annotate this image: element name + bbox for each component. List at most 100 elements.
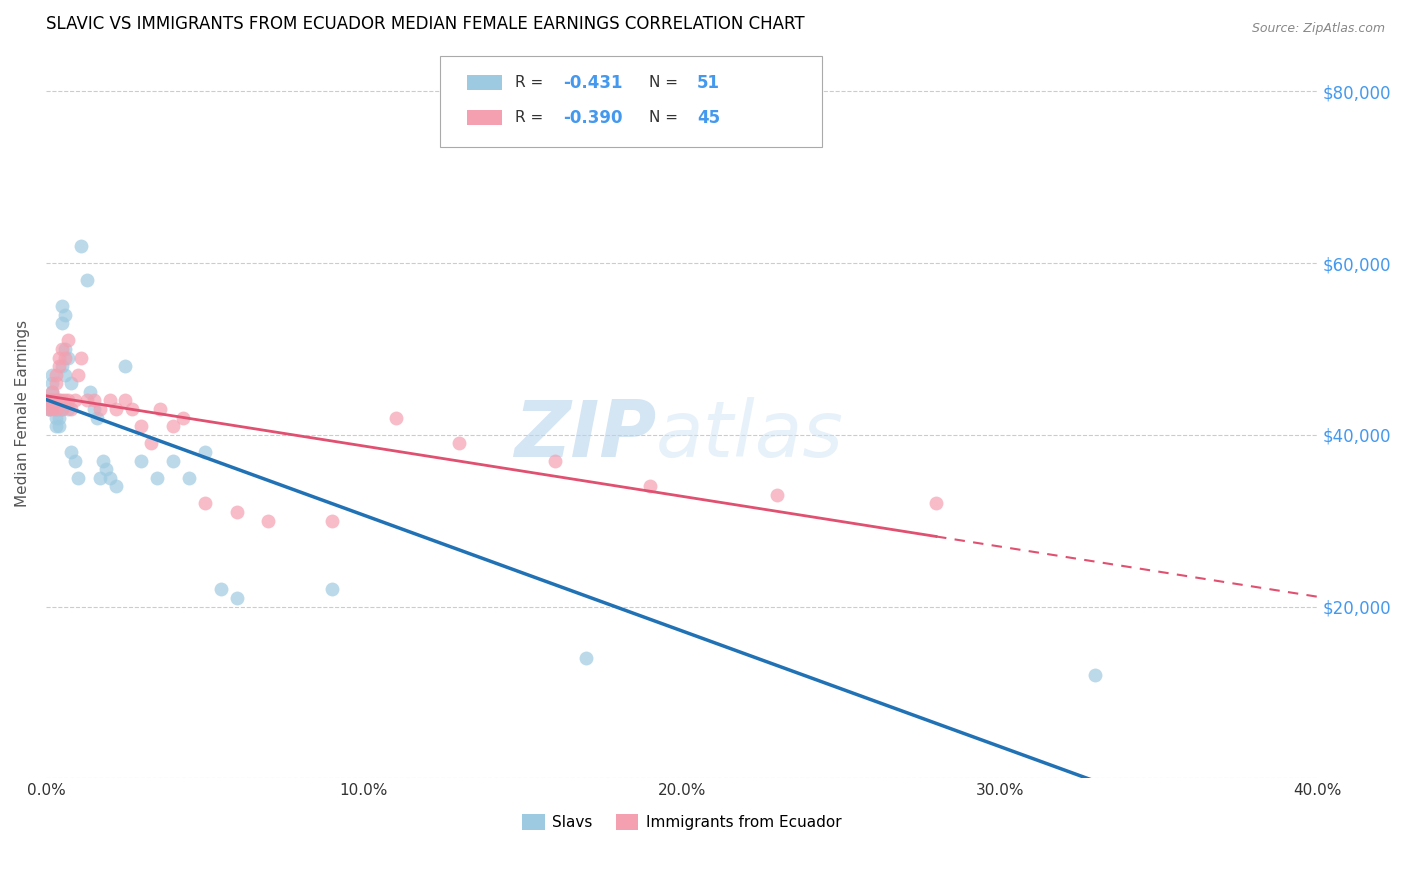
Point	[44, 368, 66, 382]
Point	[209, 582, 232, 597]
Point	[575, 651, 598, 665]
Y-axis label: Median Female Earnings: Median Female Earnings	[15, 319, 30, 507]
Point	[449, 436, 471, 450]
Point	[44, 419, 66, 434]
Point	[60, 376, 83, 391]
Point	[60, 445, 83, 459]
Point	[44, 376, 66, 391]
Point	[104, 402, 127, 417]
Point	[925, 496, 948, 510]
Point	[131, 453, 153, 467]
Point	[41, 384, 63, 399]
Point	[194, 496, 217, 510]
Bar	[467, 76, 502, 90]
Text: N =: N =	[648, 75, 682, 90]
Point	[79, 384, 101, 399]
Point	[98, 471, 121, 485]
Point	[162, 419, 184, 434]
Point	[91, 453, 114, 467]
Point	[44, 393, 66, 408]
Text: R =: R =	[515, 75, 548, 90]
Point	[104, 479, 127, 493]
Point	[162, 453, 184, 467]
Point	[41, 393, 63, 408]
Point	[98, 393, 121, 408]
Point	[638, 479, 661, 493]
Point	[41, 376, 63, 391]
Point	[177, 471, 200, 485]
Point	[225, 591, 247, 605]
Point	[139, 436, 162, 450]
Point	[83, 402, 105, 417]
Point	[44, 393, 66, 408]
Point	[48, 393, 70, 408]
Point	[38, 393, 60, 408]
Point	[58, 393, 80, 408]
Point	[63, 453, 86, 467]
Point	[321, 582, 343, 597]
FancyBboxPatch shape	[440, 55, 821, 147]
Point	[96, 462, 118, 476]
Point	[38, 402, 60, 417]
Point	[114, 359, 136, 373]
Point	[53, 308, 76, 322]
Point	[70, 239, 93, 253]
Point	[194, 445, 217, 459]
Point	[121, 402, 143, 417]
Point	[51, 393, 73, 408]
Bar	[467, 111, 502, 125]
Point	[63, 393, 86, 408]
Point	[48, 359, 70, 373]
Point	[766, 488, 789, 502]
Point	[225, 505, 247, 519]
Point	[51, 316, 73, 330]
Point	[51, 299, 73, 313]
Point	[51, 359, 73, 373]
Point	[51, 402, 73, 417]
Text: 51: 51	[697, 74, 720, 92]
Text: Source: ZipAtlas.com: Source: ZipAtlas.com	[1251, 22, 1385, 36]
Point	[66, 368, 89, 382]
Text: -0.431: -0.431	[564, 74, 623, 92]
Legend: Slavs, Immigrants from Ecuador: Slavs, Immigrants from Ecuador	[516, 808, 848, 837]
Point	[51, 402, 73, 417]
Point	[146, 471, 169, 485]
Point	[53, 342, 76, 356]
Point	[66, 471, 89, 485]
Point	[48, 410, 70, 425]
Point	[60, 402, 83, 417]
Point	[1084, 668, 1107, 682]
Point	[58, 402, 80, 417]
Point	[89, 402, 111, 417]
Point	[38, 402, 60, 417]
Point	[44, 410, 66, 425]
Text: -0.390: -0.390	[564, 109, 623, 127]
Point	[89, 471, 111, 485]
Point	[83, 393, 105, 408]
Point	[48, 419, 70, 434]
Point	[44, 402, 66, 417]
Text: 45: 45	[697, 109, 720, 127]
Point	[51, 342, 73, 356]
Point	[53, 368, 76, 382]
Point	[257, 514, 280, 528]
Point	[48, 402, 70, 417]
Point	[41, 384, 63, 399]
Point	[44, 402, 66, 417]
Point	[76, 273, 98, 287]
Point	[86, 410, 108, 425]
Point	[41, 368, 63, 382]
Point	[76, 393, 98, 408]
Point	[41, 393, 63, 408]
Point	[114, 393, 136, 408]
Point	[53, 351, 76, 365]
Text: atlas: atlas	[657, 397, 844, 474]
Text: ZIP: ZIP	[515, 397, 657, 474]
Point	[53, 393, 76, 408]
Point	[48, 351, 70, 365]
Point	[38, 393, 60, 408]
Text: R =: R =	[515, 111, 548, 125]
Point	[384, 410, 406, 425]
Point	[149, 402, 172, 417]
Point	[58, 351, 80, 365]
